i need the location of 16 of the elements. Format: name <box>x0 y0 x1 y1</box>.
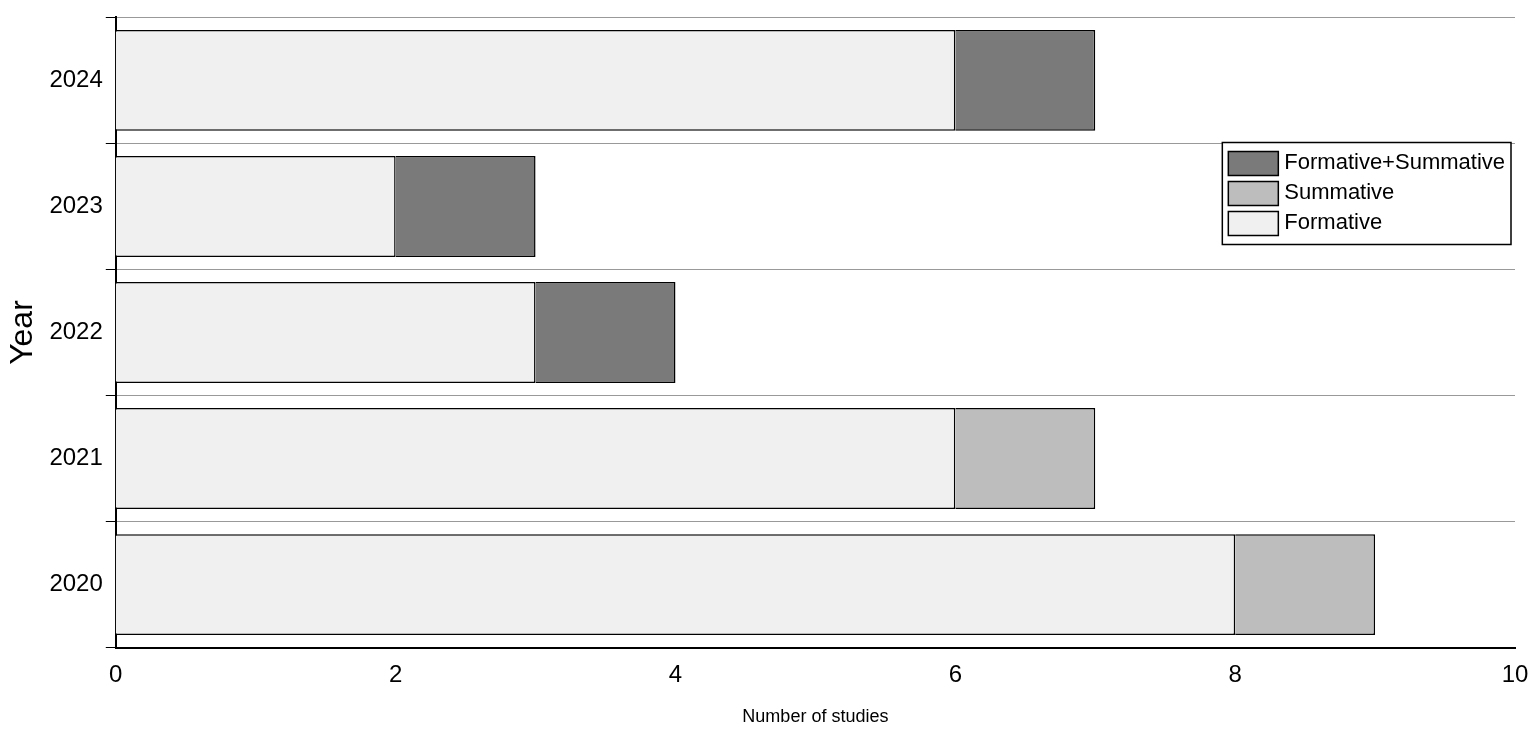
legend-label: Formative <box>1284 209 1383 235</box>
y-tick-label: 2021 <box>49 443 103 471</box>
y-tick-label: 2022 <box>49 317 103 345</box>
y-tick-label: 2020 <box>49 569 103 597</box>
y-axis-title: Year <box>3 299 40 365</box>
x-axis-title: Number of studies <box>742 706 889 727</box>
x-tick-label: 6 <box>948 659 962 687</box>
x-tick-label: 0 <box>109 659 123 687</box>
y-tick-label: 2024 <box>49 65 103 93</box>
y-tick-label: 2023 <box>49 191 103 219</box>
legend-label: Formative+Summative <box>1284 149 1506 175</box>
x-tick-label: 8 <box>1228 659 1242 687</box>
x-tick-label: 10 <box>1501 659 1529 687</box>
x-tick-label: 2 <box>388 659 403 687</box>
legend-label: Summative <box>1284 179 1395 205</box>
x-tick-label: 4 <box>668 659 683 687</box>
